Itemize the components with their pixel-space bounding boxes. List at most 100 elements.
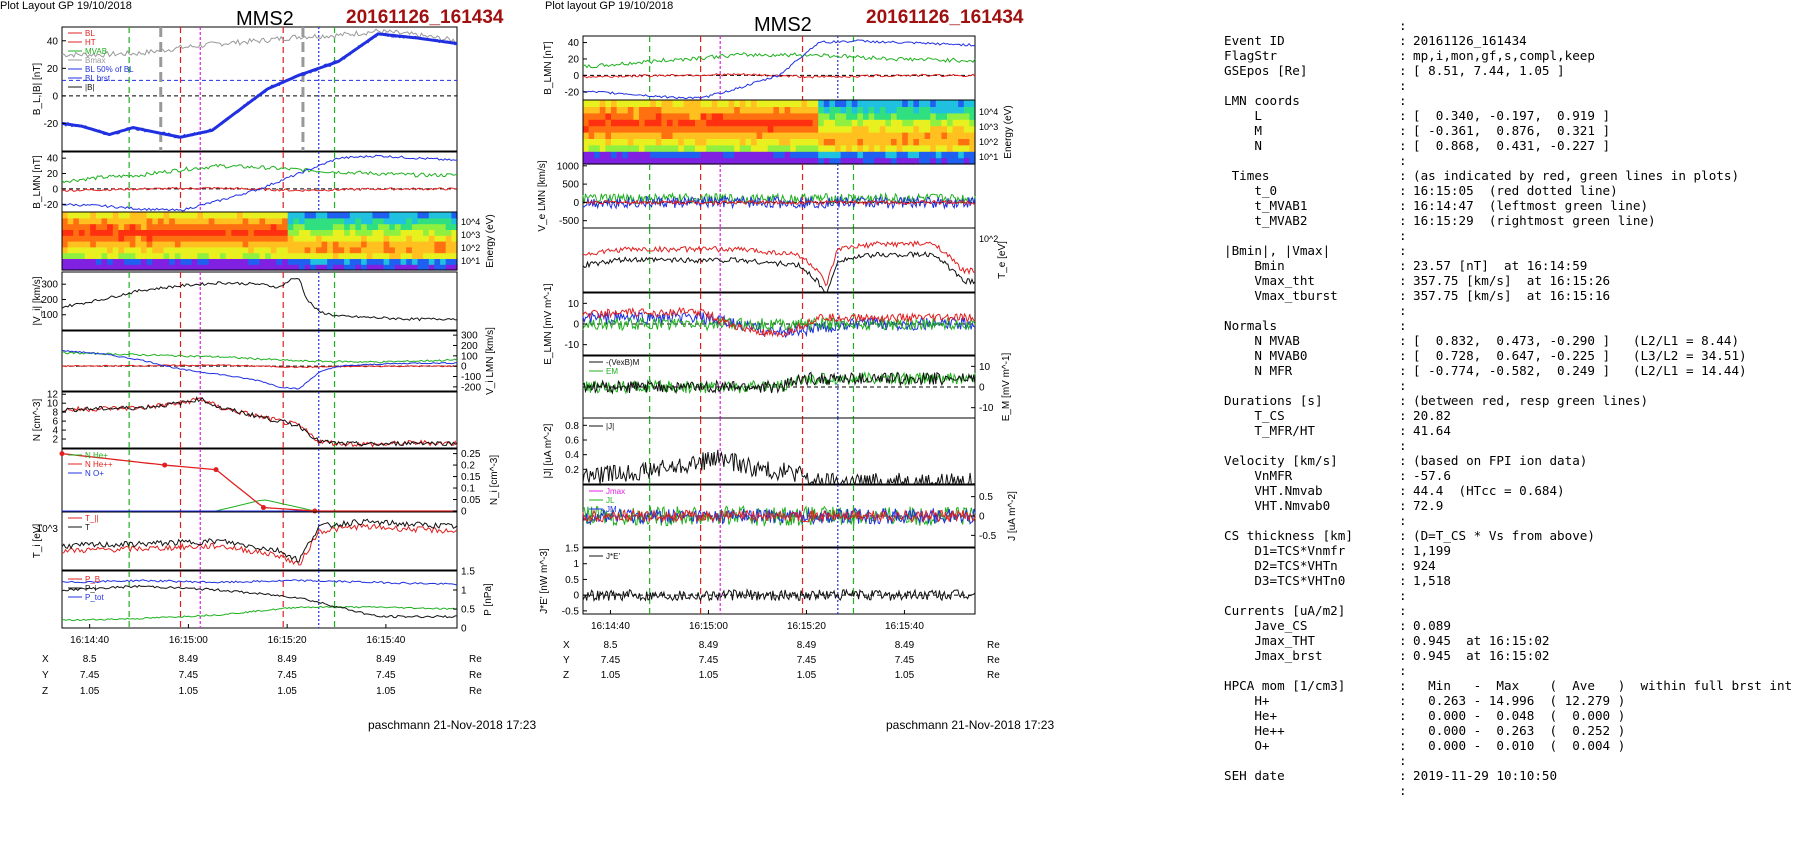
heatmap-cell bbox=[276, 217, 283, 225]
info-row: t_MVAB2:16:15:29 (rightmost green line) bbox=[1224, 213, 1802, 228]
heatmap-cell bbox=[969, 138, 976, 146]
heatmap-cell bbox=[124, 246, 131, 254]
heatmap-cell bbox=[118, 252, 125, 259]
heatmap-cell bbox=[332, 229, 340, 236]
info-value: 0.945 at 16:15:02 bbox=[1413, 648, 1550, 663]
heatmap-cell bbox=[428, 264, 435, 271]
info-value bbox=[1413, 438, 1802, 453]
heatmap-cell bbox=[599, 119, 606, 127]
heatmap-cell bbox=[332, 223, 340, 230]
info-row: D1=TCS*Vnmfr:1,199 bbox=[1224, 543, 1802, 558]
heatmap-cell bbox=[423, 223, 430, 230]
heatmap-cell bbox=[706, 157, 713, 165]
heatmap-cell bbox=[739, 151, 746, 159]
heatmap-cell bbox=[627, 138, 634, 146]
heatmap-cell bbox=[191, 246, 198, 254]
heatmap-cell bbox=[846, 125, 853, 133]
heatmap-cell bbox=[118, 246, 125, 254]
heatmap-cell bbox=[236, 235, 244, 242]
heatmap-cell bbox=[174, 246, 182, 254]
heatmap-cell bbox=[355, 264, 362, 271]
heatmap-cell bbox=[594, 106, 601, 114]
heatmap-cell bbox=[784, 100, 791, 107]
heatmap-cell bbox=[907, 157, 914, 165]
heatmap-cell bbox=[355, 241, 362, 248]
heatmap-cell bbox=[434, 252, 441, 259]
heatmap-cell bbox=[321, 252, 328, 259]
heatmap-cell bbox=[440, 264, 447, 271]
heatmap-cell bbox=[394, 258, 402, 265]
heatmap-cell bbox=[661, 157, 668, 165]
heatmap-cell bbox=[394, 241, 402, 248]
heatmap-cell bbox=[220, 229, 227, 236]
heatmap-cell bbox=[180, 246, 187, 254]
heatmap-cell bbox=[338, 258, 345, 265]
heatmap-cell bbox=[394, 217, 402, 225]
spectrogram-frame bbox=[61, 211, 458, 271]
heatmap-cell bbox=[304, 258, 311, 265]
info-key: VnMFR bbox=[1224, 468, 1293, 483]
heatmap-cell bbox=[84, 264, 91, 271]
heatmap-cell bbox=[823, 157, 830, 165]
heatmap-cell bbox=[622, 151, 629, 159]
heatmap-cell bbox=[423, 217, 430, 225]
heatmap-cell bbox=[129, 212, 136, 219]
heatmap-cell bbox=[728, 106, 735, 114]
heatmap-cell bbox=[253, 217, 261, 225]
heatmap-cell bbox=[930, 106, 937, 114]
heatmap-cell bbox=[885, 157, 892, 165]
heatmap-cell bbox=[790, 151, 797, 159]
heatmap-cell bbox=[231, 212, 238, 219]
heatmap-cell bbox=[829, 100, 836, 107]
heatmap-cell bbox=[762, 157, 769, 165]
heatmap-cell bbox=[282, 235, 289, 242]
heatmap-cell bbox=[706, 132, 713, 139]
info-value: (as indicated by red, green lines in plo… bbox=[1413, 168, 1740, 183]
heatmap-cell bbox=[112, 241, 119, 248]
heatmap-cell bbox=[366, 235, 373, 242]
y-tick-label: 1.5 bbox=[461, 567, 475, 578]
heatmap-cell bbox=[706, 112, 713, 120]
orbit-value: 1.05 bbox=[797, 670, 817, 681]
info-colon: : bbox=[1399, 573, 1407, 588]
heatmap-cell bbox=[242, 258, 249, 265]
info-value: 1,518 bbox=[1413, 573, 1451, 588]
heatmap-cell bbox=[95, 217, 103, 225]
heatmap-cell bbox=[913, 100, 920, 107]
y-tick-label: 0 bbox=[461, 507, 467, 518]
heatmap-cell bbox=[851, 106, 858, 114]
heatmap-cell bbox=[633, 157, 640, 165]
heatmap-cell bbox=[711, 100, 718, 107]
heatmap-cell bbox=[248, 241, 255, 248]
heatmap-cell bbox=[67, 235, 74, 242]
heatmap-cell bbox=[186, 212, 193, 219]
heatmap-cell bbox=[650, 112, 657, 120]
heatmap-cell bbox=[818, 151, 825, 159]
heatmap-cell bbox=[963, 132, 970, 139]
orbit-value: 1.05 bbox=[80, 686, 100, 697]
heatmap-cell bbox=[969, 157, 976, 165]
info-key: D2=TCS*VHTn bbox=[1224, 558, 1338, 573]
heatmap-cell bbox=[739, 106, 746, 114]
heatmap-cell bbox=[236, 212, 244, 219]
legend-label: |B| bbox=[85, 83, 95, 92]
heatmap-cell bbox=[203, 258, 210, 265]
heatmap-cell bbox=[840, 112, 847, 120]
y-tick-label: 8 bbox=[52, 408, 58, 419]
heatmap-cell bbox=[321, 246, 328, 254]
heatmap-cell bbox=[73, 246, 80, 254]
heatmap-cell bbox=[135, 223, 142, 230]
heatmap-cell bbox=[107, 264, 114, 271]
heatmap-cell bbox=[248, 217, 255, 225]
info-colon: : bbox=[1399, 318, 1407, 333]
heatmap-cell bbox=[220, 217, 227, 225]
heatmap-cell bbox=[95, 235, 103, 242]
heatmap-cell bbox=[818, 100, 825, 107]
heatmap-cell bbox=[101, 264, 108, 271]
heatmap-cell bbox=[135, 246, 142, 254]
y-tick-label: 12 bbox=[47, 390, 59, 401]
heatmap-cell bbox=[891, 100, 898, 107]
heatmap-cell bbox=[683, 100, 690, 107]
heatmap-cell bbox=[801, 125, 808, 133]
info-key bbox=[1224, 438, 1399, 453]
